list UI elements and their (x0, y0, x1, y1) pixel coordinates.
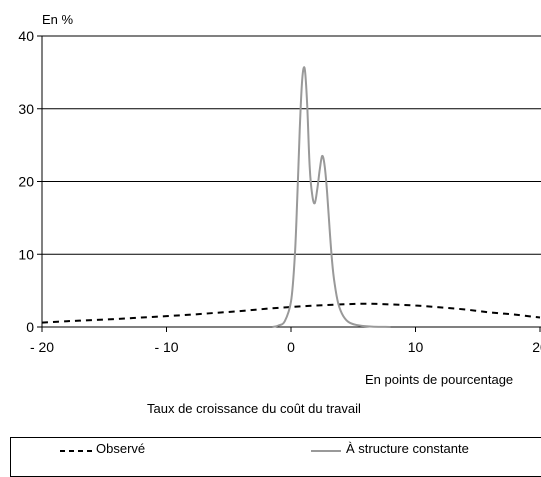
x-tick-label: 10 (408, 339, 424, 355)
series-line-observe (41, 302, 541, 324)
legend-label-observe: Observé (96, 441, 146, 456)
axes (37, 35, 541, 332)
y-axis-label: En % (42, 12, 74, 27)
x-tick-label: - 20 (30, 339, 54, 355)
gridlines (42, 35, 541, 255)
chart-caption: Taux de croissance du coût du travail (147, 401, 361, 416)
legend-swatches (60, 450, 341, 452)
y-tick-label: 10 (18, 246, 34, 262)
x-tick-label: 20 (532, 339, 541, 355)
x-tick-label: 0 (287, 339, 295, 355)
y-tick-label: 0 (26, 319, 34, 335)
tick-labels: 0 10 20 30 40 - 20 - 10 0 10 20 (18, 28, 541, 355)
y-tick-label: 30 (18, 101, 34, 117)
chart: 0 10 20 30 40 - 20 - 10 0 10 20 En % En points de… (18, 12, 541, 416)
series-line-structure-constante (272, 66, 391, 328)
series-lines (41, 66, 541, 328)
x-tick-label: - 10 (154, 339, 178, 355)
y-tick-label: 40 (18, 28, 34, 44)
legend-label-structure-constante: À structure constante (346, 441, 469, 456)
x-axis-label: En points de pourcentage (365, 372, 513, 387)
y-tick-label: 20 (18, 174, 34, 190)
